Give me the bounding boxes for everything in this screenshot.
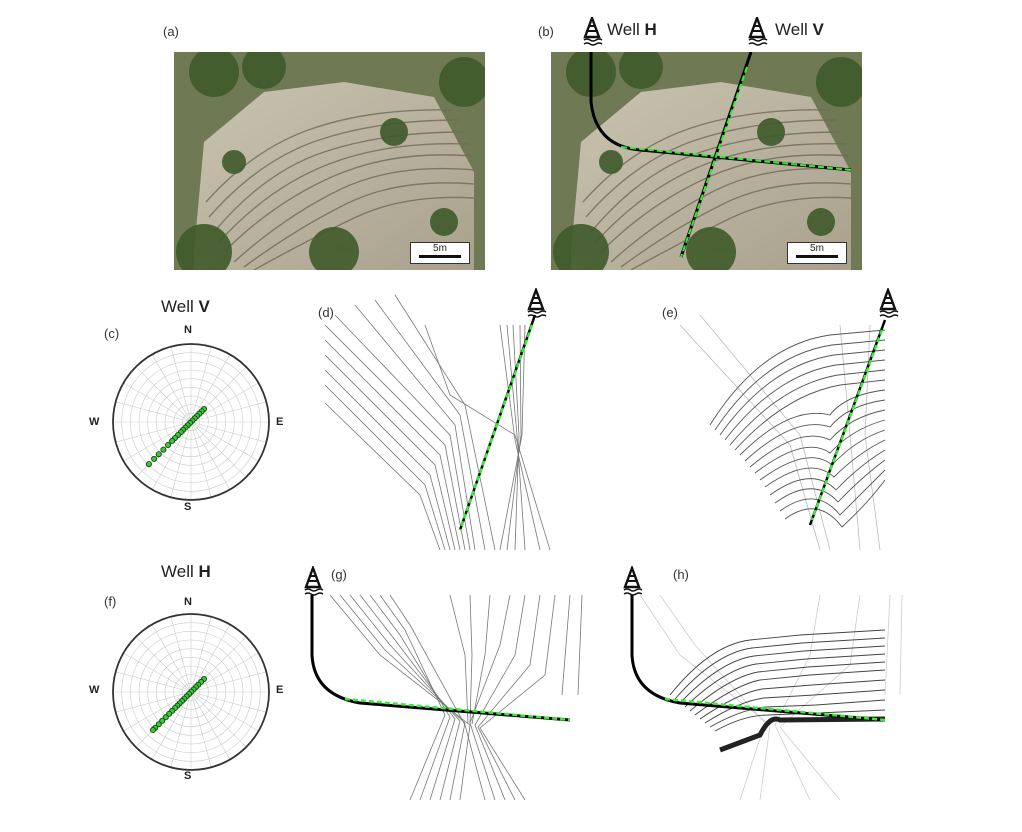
panel-g-label: (g) — [331, 567, 347, 582]
panel-f-title: Well H — [161, 562, 211, 581]
cross-section-h — [630, 595, 903, 800]
pole-point — [160, 446, 167, 453]
well-v-trajectory-d — [458, 314, 537, 531]
panel-b-label: (b) — [538, 24, 554, 39]
pole-point — [151, 455, 158, 462]
stereonet-f-north: N — [184, 596, 192, 608]
well-h-trajectory-g — [310, 595, 571, 722]
drilling-rig-icon — [583, 17, 603, 46]
drilling-rig-icon — [879, 288, 899, 318]
scale-bar-a-label: 5m — [433, 243, 447, 254]
panel-f-label: (f) — [104, 594, 117, 609]
pole-point — [169, 437, 176, 444]
stereonet-c — [112, 343, 270, 501]
outcrop-photo-a: 5m — [174, 52, 485, 270]
well-v-label-b: Well V — [775, 20, 824, 39]
pole-point — [162, 714, 169, 721]
pole-point — [145, 461, 152, 468]
scale-bar-a: 5m — [410, 242, 470, 264]
well-h-label-b: Well H — [607, 20, 657, 39]
stereonet-f-west: W — [89, 684, 100, 696]
panel-c-title: Well V — [161, 297, 210, 316]
cross-section-e — [680, 314, 887, 550]
drilling-rig-icon — [623, 566, 643, 596]
stereonet-f-east: E — [276, 684, 284, 696]
pole-point — [159, 717, 166, 724]
pole-point — [149, 727, 156, 734]
stereonet-f-south: S — [184, 770, 192, 782]
scale-bar-b: 5m — [787, 242, 847, 264]
panel-a-label: (a) — [163, 24, 179, 39]
scale-bar-b-label: 5m — [810, 243, 824, 254]
stereonet-c-west: W — [89, 416, 100, 428]
drilling-rig-icon — [304, 566, 324, 596]
panel-e-label: (e) — [662, 305, 678, 320]
stereonet-c-east: E — [276, 416, 284, 428]
well-h-trajectory-b — [589, 52, 852, 172]
cross-section-g — [310, 595, 583, 800]
pole-point — [155, 451, 162, 458]
stereonet-c-north: N — [184, 324, 192, 336]
pole-point — [166, 710, 173, 717]
panel-h-label: (h) — [673, 567, 689, 582]
drilling-rig-icon — [748, 17, 768, 46]
pole-point — [155, 721, 162, 728]
stereonet-c-south: S — [184, 501, 192, 513]
panel-c-label: (c) — [104, 326, 120, 341]
pole-point — [165, 441, 172, 448]
stereonet-f — [112, 613, 270, 771]
outcrop-photo-b: 5m — [551, 52, 862, 270]
panel-d-label: (d) — [318, 305, 334, 320]
well-h-trajectory-h — [630, 595, 886, 722]
cross-section-d — [325, 294, 551, 550]
drilling-rig-icon — [527, 288, 547, 318]
